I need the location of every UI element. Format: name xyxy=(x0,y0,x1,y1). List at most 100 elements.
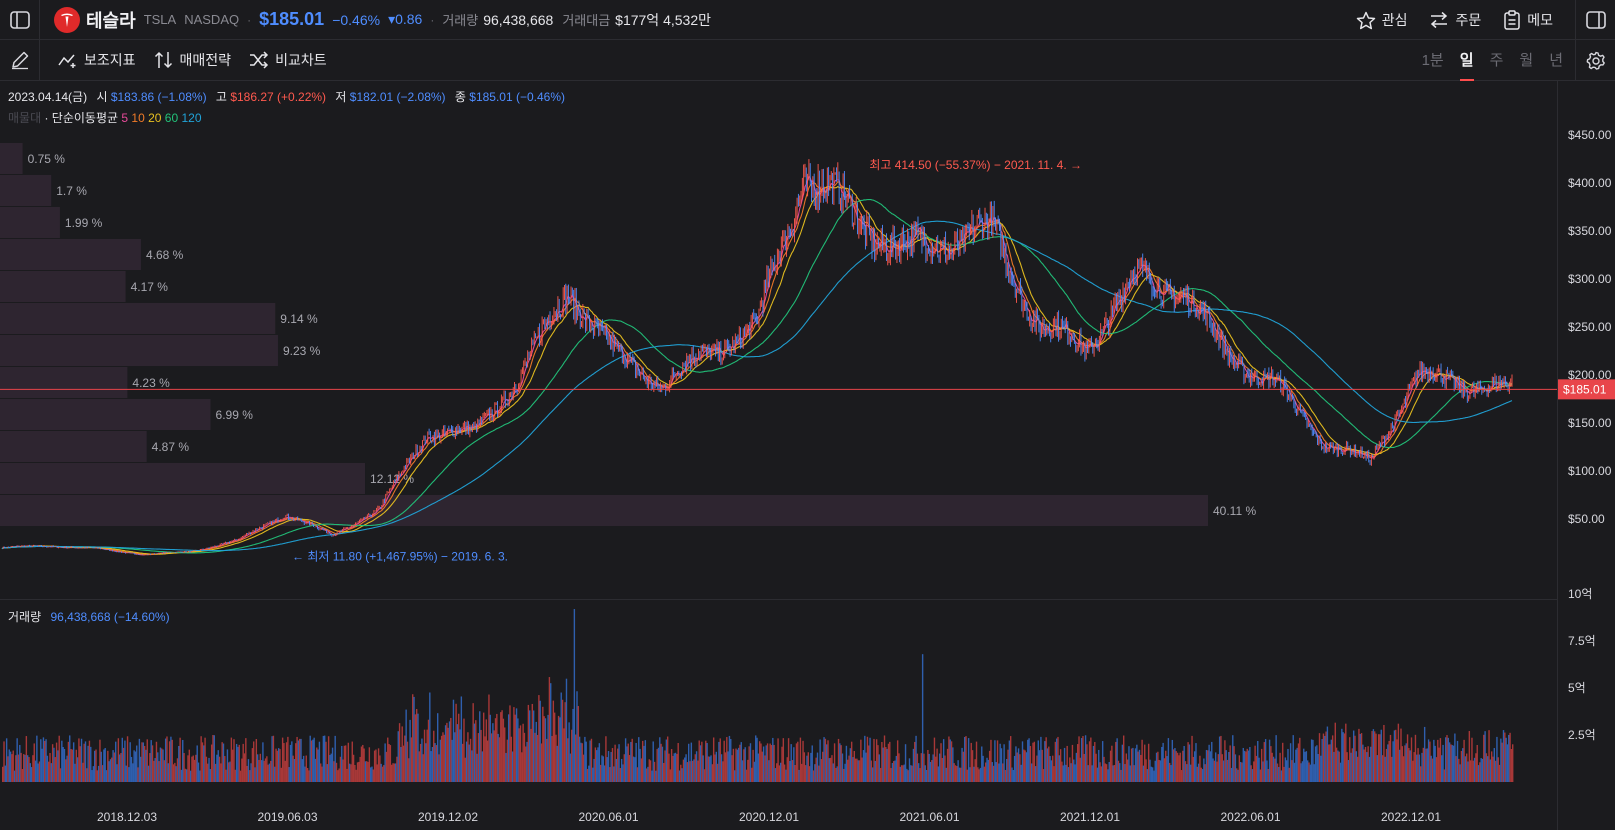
volume-bar xyxy=(1341,728,1343,782)
ma-period-20[interactable]: 20 xyxy=(144,111,162,125)
price-chart[interactable]: 0.75 % 1.7 % 1.99 % 4.68 % 4.17 % 9.14 % 9.23 … xyxy=(0,81,1615,830)
volume-bar xyxy=(854,758,857,782)
volume-bar xyxy=(193,759,196,782)
clipboard-icon xyxy=(1504,10,1520,30)
volume-bar xyxy=(1207,750,1209,782)
volume-bar xyxy=(422,754,424,782)
volume-profile-label[interactable]: 매물대 xyxy=(8,111,42,125)
volume-bar xyxy=(280,767,283,782)
volume-profile-label: 1.7 % xyxy=(56,184,87,198)
volume-bar xyxy=(185,769,188,782)
volume-bar xyxy=(689,761,691,782)
volume-bar xyxy=(452,699,455,782)
volume-bar xyxy=(526,741,528,782)
volume-bar xyxy=(1222,760,1225,782)
volume-bar xyxy=(438,754,440,782)
tab-period-1min[interactable]: 1분 xyxy=(1421,52,1444,69)
volume-bar xyxy=(134,751,137,782)
volume-bar xyxy=(372,769,375,782)
volume-bar xyxy=(1421,752,1423,782)
volume-bar xyxy=(829,757,832,782)
volume-bar xyxy=(513,707,515,782)
volume-profile-label: 1.99 % xyxy=(65,216,103,230)
volume-bar xyxy=(373,750,376,782)
volume-bar xyxy=(283,743,285,782)
ma-period-5[interactable]: 5 xyxy=(121,111,129,125)
volume-bar xyxy=(1048,746,1050,782)
sidebar-toggle-button[interactable] xyxy=(0,0,40,40)
ma-period-10[interactable]: 10 xyxy=(128,111,145,125)
volume-bar xyxy=(1485,753,1488,782)
volume-bar xyxy=(442,732,444,782)
volume-bar xyxy=(921,654,924,782)
volume-bar xyxy=(63,748,66,782)
volume-bar xyxy=(534,732,536,782)
volume-bar xyxy=(636,767,639,782)
volume-bar xyxy=(398,723,401,782)
tab-period-day[interactable]: 일 xyxy=(1459,40,1474,81)
volume-bar xyxy=(1165,750,1167,782)
tab-period-year[interactable]: 년 xyxy=(1549,52,1563,69)
volume-bar xyxy=(334,735,336,782)
volume-bar xyxy=(770,745,773,782)
volume-bar xyxy=(594,747,597,782)
volume-bar xyxy=(1040,736,1042,782)
volume-bar xyxy=(860,739,862,782)
tab-period-week[interactable]: 주 xyxy=(1489,52,1504,69)
volume-bar xyxy=(172,764,175,782)
volume-bar xyxy=(1295,749,1297,782)
volume-bar xyxy=(1502,730,1505,782)
volume-bar xyxy=(214,763,217,782)
tab-period-month[interactable]: 월 xyxy=(1519,52,1534,69)
volume-bar xyxy=(310,740,313,782)
chart-area[interactable]: 0.75 % 1.7 % 1.99 % 4.68 % 4.17 % 9.14 % 9.23 … xyxy=(0,81,1615,830)
indicators-button[interactable]: 보조지표 xyxy=(58,50,136,70)
compare-chart-button[interactable]: 비교차트 xyxy=(249,50,327,70)
volume-bar xyxy=(1342,732,1344,782)
volume-bar xyxy=(737,747,740,782)
pane-divider[interactable] xyxy=(0,599,1557,600)
volume-bar xyxy=(97,765,100,782)
volume-bar xyxy=(1057,736,1059,782)
volume-bar xyxy=(686,762,689,782)
volume-bar xyxy=(1392,741,1394,782)
volume-bar xyxy=(345,745,347,782)
volume-bar xyxy=(958,767,961,782)
volume-bar xyxy=(971,750,974,782)
volume-bar xyxy=(599,764,602,782)
order-button[interactable]: 주문 xyxy=(1429,10,1481,30)
volume-bar xyxy=(680,764,682,782)
drawing-tool-button[interactable] xyxy=(0,39,40,81)
chart-settings-button[interactable] xyxy=(1575,40,1615,81)
volume-bar xyxy=(1027,739,1029,782)
watchlist-label: 관심 xyxy=(1381,12,1408,28)
volume-bar xyxy=(271,736,273,782)
volume-bar xyxy=(461,743,464,782)
right-panel-toggle-button[interactable] xyxy=(1575,0,1615,40)
volume-bar xyxy=(656,749,658,782)
trading-strategy-button[interactable]: 매매전략 xyxy=(154,50,231,70)
volume-bar xyxy=(90,746,92,782)
ma-period-60[interactable]: 60 xyxy=(161,111,179,125)
volume-bar xyxy=(1280,770,1283,782)
volume-bar xyxy=(24,754,26,782)
volume-profile-bar xyxy=(0,463,366,494)
watchlist-button[interactable]: 관심 xyxy=(1356,10,1408,30)
volume-bar xyxy=(51,744,54,782)
volume-bar xyxy=(1123,735,1125,782)
volume-bar xyxy=(895,755,898,782)
volume-bar xyxy=(1126,759,1129,782)
volume-bar xyxy=(927,749,929,782)
volume-bar xyxy=(782,738,785,782)
ma-label[interactable]: · 단순이동평균 xyxy=(44,111,119,125)
volume-bar xyxy=(1112,765,1114,782)
volume-bar xyxy=(394,763,397,782)
memo-button[interactable]: 메모 xyxy=(1503,10,1553,30)
volume-bar xyxy=(1306,760,1309,782)
volume-bar xyxy=(643,745,645,782)
volume-bar xyxy=(584,736,586,782)
ma-period-120[interactable]: 120 xyxy=(178,111,202,125)
volume-bar xyxy=(421,738,423,782)
volume-bar xyxy=(434,743,436,782)
volume-bar xyxy=(1009,736,1012,782)
